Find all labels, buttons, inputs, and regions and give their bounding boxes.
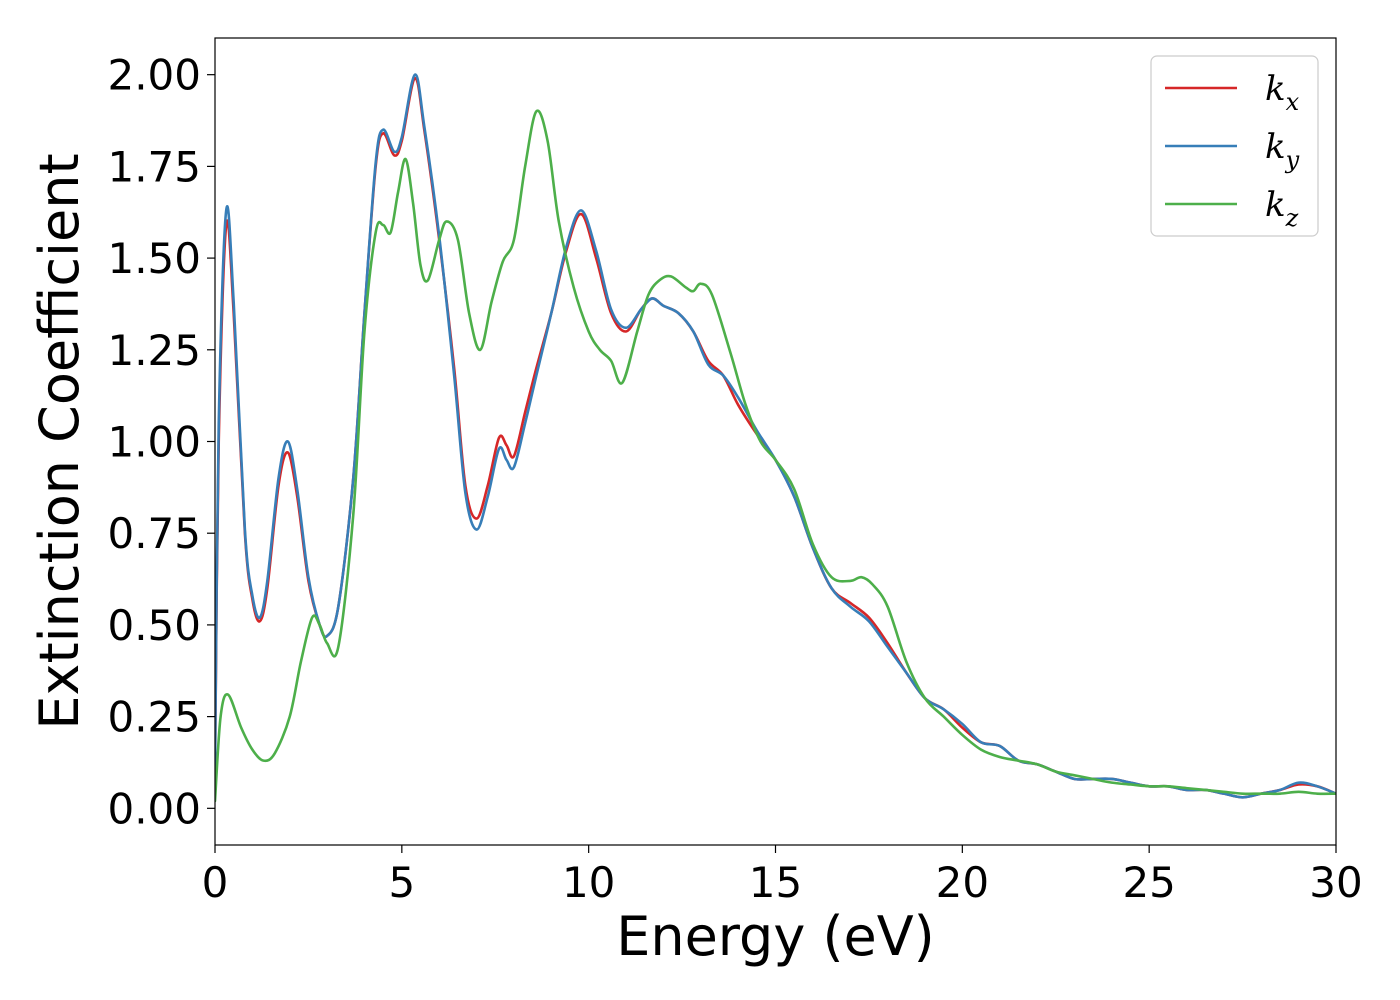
series-layer bbox=[215, 73, 1336, 803]
x-tick-label: 10 bbox=[562, 858, 615, 907]
x-tick-label: 25 bbox=[1122, 858, 1175, 907]
y-tick-label: 1.00 bbox=[107, 418, 201, 467]
y-axis-label: Extinction Coefficient bbox=[28, 153, 91, 729]
legend-label-base: k bbox=[1265, 69, 1286, 109]
y-tick-label: 1.75 bbox=[107, 142, 201, 191]
legend-label-base: k bbox=[1265, 127, 1286, 167]
x-tick-label: 0 bbox=[202, 858, 229, 907]
x-tick-label: 20 bbox=[936, 858, 989, 907]
x-tick-label: 30 bbox=[1309, 858, 1362, 907]
series-line-kz bbox=[215, 109, 1336, 803]
legend-label-kx: kx bbox=[1265, 69, 1300, 116]
x-axis-label: Energy (eV) bbox=[616, 905, 935, 968]
y-tick-label: 0.75 bbox=[107, 509, 201, 558]
y-tick-label: 0.00 bbox=[107, 784, 201, 833]
series-line-ky bbox=[215, 73, 1336, 799]
y-axis: 0.00 0.25 0.50 0.75 1.00 1.25 1.50 1.75 2.00 bbox=[107, 51, 215, 833]
x-tick-label: 5 bbox=[388, 858, 415, 907]
legend-label-subscript: z bbox=[1285, 204, 1299, 232]
x-axis: 0 5 10 15 20 25 30 bbox=[202, 845, 1363, 907]
legend-label-kz: kz bbox=[1265, 185, 1299, 232]
y-tick-label: 0.25 bbox=[107, 693, 201, 742]
legend-label-ky: ky bbox=[1265, 127, 1300, 174]
y-tick-label: 2.00 bbox=[107, 51, 201, 100]
y-tick-label: 1.50 bbox=[107, 234, 201, 283]
legend-label-subscript: y bbox=[1285, 146, 1300, 174]
x-tick-label: 15 bbox=[749, 858, 802, 907]
legend-label-subscript: x bbox=[1286, 88, 1300, 116]
y-tick-label: 0.50 bbox=[107, 601, 201, 650]
legend-label-base: k bbox=[1265, 185, 1286, 225]
y-tick-label: 1.25 bbox=[107, 326, 201, 375]
